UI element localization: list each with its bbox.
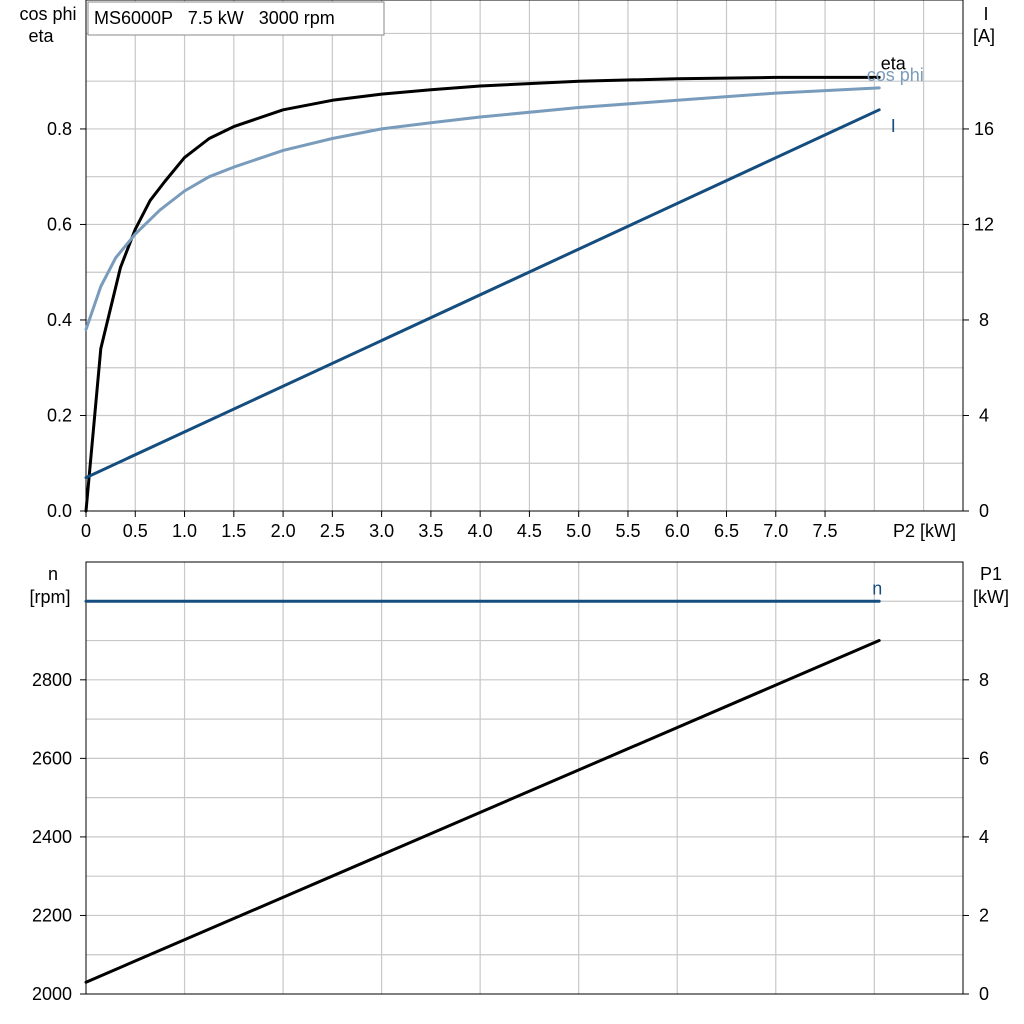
right-tick-label: 0 (979, 501, 989, 521)
right-tick-label: 0 (979, 984, 989, 1004)
p1-series-line (84, 639, 881, 984)
x-tick-label: 3.0 (369, 521, 394, 541)
left-tick-label: 2000 (32, 984, 72, 1004)
x-tick-label: 7.5 (813, 521, 838, 541)
x-tick-label: 1.0 (172, 521, 197, 541)
right-axis-label-current-unit: [A] (973, 26, 995, 46)
left-tick-label: 0.8 (47, 119, 72, 139)
top-right-axis-ticks: 0 4 8 12 16 (963, 119, 994, 521)
chart-title: MS6000P 7.5 kW 3000 rpm (94, 8, 335, 28)
left-tick-label: 2600 (32, 748, 72, 768)
left-axis-label-cosphi: cos phi (19, 4, 76, 24)
right-axis-label-p1-unit: [kW] (973, 587, 1009, 607)
bottom-panel-grid (86, 562, 963, 994)
x-tick-label: 5.5 (615, 521, 640, 541)
right-tick-label: 6 (979, 748, 989, 768)
x-tick-label: 0.5 (123, 521, 148, 541)
eta-series-label: eta (881, 53, 907, 73)
left-tick-label: 2400 (32, 827, 72, 847)
x-tick-label: 4.5 (517, 521, 542, 541)
left-tick-label: 0.6 (47, 214, 72, 234)
n-series-label: n (872, 578, 882, 598)
right-tick-label: 4 (979, 827, 989, 847)
right-tick-label: 8 (979, 670, 989, 690)
left-tick-label: 0.2 (47, 405, 72, 425)
x-tick-label: 4.0 (468, 521, 493, 541)
bottom-left-axis-ticks: 2000 2200 2400 2600 2800 (32, 670, 86, 1004)
x-tick-label: 2.0 (271, 521, 296, 541)
left-tick-label: 0.0 (47, 501, 72, 521)
right-tick-label: 4 (979, 405, 989, 425)
x-tick-label: 7.0 (763, 521, 788, 541)
x-tick-label: 1.5 (221, 521, 246, 541)
right-tick-label: 2 (979, 905, 989, 925)
x-tick-label: 6.0 (665, 521, 690, 541)
x-tick-label: 3.5 (418, 521, 443, 541)
title-box (87, 1, 385, 36)
left-axis-label-speed-unit: [rpm] (29, 587, 70, 607)
right-axis-label-current: I (983, 4, 988, 24)
left-tick-label: 2800 (32, 670, 72, 690)
i-series-line (84, 108, 881, 480)
bottom-panel-frame (85, 561, 964, 995)
right-tick-label: 16 (974, 119, 994, 139)
left-axis-label-eta: eta (28, 26, 54, 46)
x-tick-label: 0 (81, 521, 91, 541)
top-left-axis-ticks: 0.0 0.2 0.4 0.6 0.8 (47, 119, 86, 521)
x-tick-label: 6.5 (714, 521, 739, 541)
x-axis-label: P2 [kW] (893, 521, 956, 541)
top-x-axis-ticks: 0 0.5 1.0 1.5 2.0 2.5 3.0 3.5 4.0 4.5 5.0 5.5 6.0 6.5… (81, 511, 838, 541)
i-series-label: I (891, 116, 896, 136)
right-tick-label: 12 (974, 214, 994, 234)
top-panel-frame (85, 0, 964, 512)
right-axis-label-p1: P1 (980, 564, 1002, 584)
cos-phi-series-line (84, 86, 881, 331)
top-panel-grid (86, 0, 963, 511)
cos-phi-series-label: cos phi (867, 65, 924, 85)
left-axis-label-speed: n (48, 564, 58, 584)
x-tick-label: 5.0 (566, 521, 591, 541)
left-tick-label: 0.4 (47, 310, 72, 330)
bottom-right-axis-ticks: 0 2 4 6 8 (963, 670, 989, 1004)
right-tick-label: 8 (979, 310, 989, 330)
left-tick-label: 2200 (32, 905, 72, 925)
bottom-panel-series: n (84, 578, 882, 984)
x-tick-label: 2.5 (320, 521, 345, 541)
